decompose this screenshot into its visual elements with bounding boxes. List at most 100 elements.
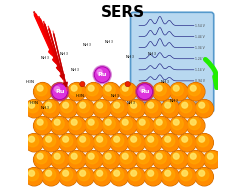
Circle shape	[162, 134, 179, 151]
Text: H$_3$N: H$_3$N	[25, 78, 34, 86]
Circle shape	[61, 135, 73, 147]
Text: 0.94 V: 0.94 V	[195, 79, 205, 83]
Circle shape	[138, 118, 149, 130]
Circle shape	[86, 152, 98, 164]
Circle shape	[88, 153, 94, 159]
Circle shape	[44, 169, 56, 181]
Circle shape	[94, 134, 111, 151]
Circle shape	[170, 151, 187, 168]
Circle shape	[171, 118, 183, 130]
Circle shape	[105, 153, 111, 159]
Circle shape	[170, 83, 187, 100]
Circle shape	[63, 102, 69, 108]
Circle shape	[153, 151, 170, 168]
Circle shape	[59, 100, 77, 118]
Circle shape	[129, 135, 141, 147]
Circle shape	[131, 170, 137, 176]
Circle shape	[119, 83, 136, 100]
Circle shape	[42, 134, 60, 152]
Circle shape	[187, 83, 204, 100]
Circle shape	[182, 102, 188, 108]
Circle shape	[114, 136, 120, 142]
Text: 0.84 V: 0.84 V	[195, 90, 205, 94]
Circle shape	[102, 151, 120, 169]
Circle shape	[76, 134, 94, 152]
Text: 1.54 V: 1.54 V	[195, 23, 205, 28]
Circle shape	[122, 153, 128, 159]
Circle shape	[26, 134, 43, 151]
Circle shape	[93, 100, 111, 118]
Circle shape	[102, 117, 120, 135]
Text: Ru: Ru	[55, 89, 64, 94]
Circle shape	[165, 102, 171, 108]
Text: NH$_3$: NH$_3$	[59, 50, 68, 58]
Circle shape	[127, 134, 145, 152]
Circle shape	[121, 118, 132, 130]
Circle shape	[197, 169, 209, 181]
Circle shape	[80, 102, 86, 108]
Circle shape	[54, 153, 60, 159]
Circle shape	[148, 170, 154, 176]
Circle shape	[112, 169, 124, 181]
Circle shape	[77, 168, 94, 185]
Circle shape	[37, 85, 43, 91]
Text: NH$_3$: NH$_3$	[40, 104, 49, 112]
Circle shape	[170, 151, 188, 169]
Circle shape	[95, 169, 107, 181]
Circle shape	[34, 151, 51, 168]
Text: NH$_3$: NH$_3$	[126, 99, 135, 107]
Circle shape	[136, 117, 153, 134]
Circle shape	[25, 168, 43, 186]
Circle shape	[102, 151, 119, 168]
Circle shape	[71, 119, 77, 125]
Circle shape	[110, 100, 128, 118]
Circle shape	[156, 119, 162, 125]
Circle shape	[156, 153, 162, 159]
Circle shape	[125, 81, 130, 87]
Circle shape	[165, 136, 171, 142]
Circle shape	[162, 168, 179, 185]
Circle shape	[173, 153, 179, 159]
Circle shape	[52, 152, 64, 164]
Circle shape	[190, 85, 196, 91]
Circle shape	[153, 151, 171, 169]
Circle shape	[205, 152, 217, 164]
Circle shape	[111, 100, 128, 117]
Circle shape	[156, 85, 162, 91]
Circle shape	[35, 152, 47, 164]
Circle shape	[170, 117, 188, 135]
Circle shape	[173, 85, 179, 91]
Circle shape	[37, 153, 43, 159]
Circle shape	[85, 117, 103, 135]
Circle shape	[68, 117, 85, 134]
Circle shape	[122, 85, 128, 91]
Text: NH$_3$: NH$_3$	[169, 97, 179, 105]
Text: Ru: Ru	[140, 89, 149, 94]
Circle shape	[146, 101, 158, 113]
Circle shape	[85, 83, 103, 101]
Circle shape	[161, 168, 179, 186]
Circle shape	[178, 134, 196, 152]
Circle shape	[78, 135, 90, 147]
Circle shape	[146, 169, 158, 181]
Circle shape	[138, 84, 149, 96]
Text: NH$_3$: NH$_3$	[40, 55, 49, 62]
Circle shape	[119, 117, 137, 135]
Circle shape	[88, 119, 94, 125]
Circle shape	[145, 134, 162, 151]
Circle shape	[195, 134, 213, 152]
Circle shape	[51, 151, 68, 168]
Circle shape	[136, 151, 154, 169]
FancyBboxPatch shape	[131, 12, 214, 112]
Circle shape	[112, 101, 124, 113]
Circle shape	[139, 119, 145, 125]
Circle shape	[196, 100, 213, 117]
Circle shape	[60, 100, 77, 117]
Circle shape	[93, 134, 111, 152]
Circle shape	[104, 152, 115, 164]
Circle shape	[35, 118, 47, 130]
Circle shape	[119, 117, 136, 134]
Circle shape	[204, 151, 222, 169]
Circle shape	[171, 152, 183, 164]
Text: 1.44 V: 1.44 V	[195, 35, 204, 39]
